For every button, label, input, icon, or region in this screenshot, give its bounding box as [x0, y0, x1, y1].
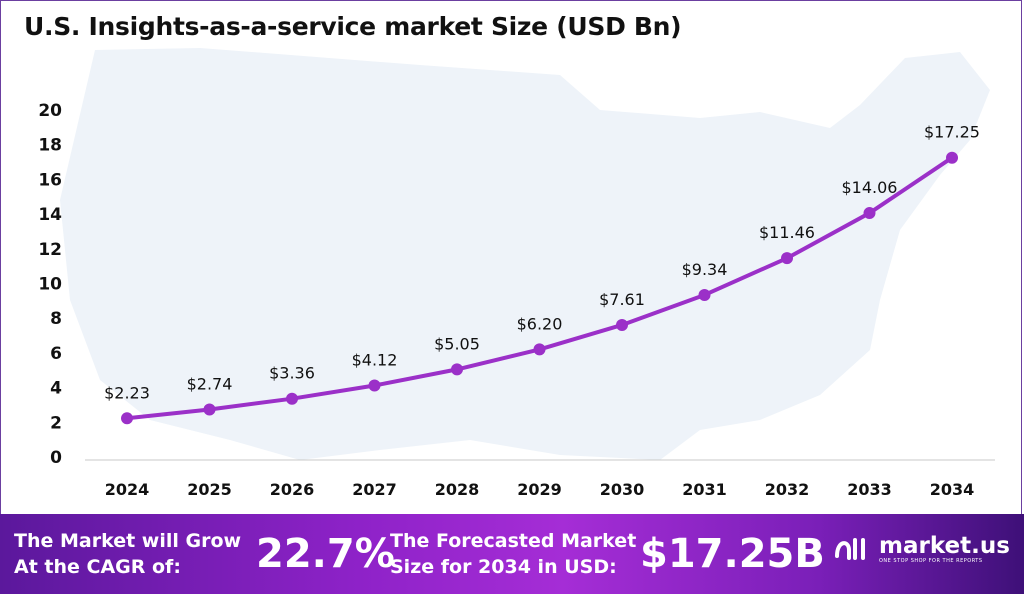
data-point: [863, 207, 876, 220]
y-tick-label: 14: [38, 205, 62, 225]
x-tick-label: 2032: [765, 480, 810, 499]
data-label: $14.06: [842, 178, 898, 197]
cagr-label: The Market will Grow At the CAGR of:: [14, 528, 241, 580]
x-tick-label: 2025: [187, 480, 232, 499]
x-tick-label: 2024: [105, 480, 150, 499]
x-tick-label: 2030: [600, 480, 645, 499]
x-tick-label: 2028: [435, 480, 480, 499]
x-tick-label: 2034: [930, 480, 975, 499]
forecast-label: The Forecasted Market Size for 2034 in U…: [390, 528, 636, 580]
line-chart: 0 2 4 6 8 10 12 14 16 18 20 2024 2025 2026 2027 2028 20…: [38, 48, 995, 499]
data-point: [451, 363, 463, 376]
y-tick-label: 4: [50, 379, 62, 399]
data-label: $2.74: [187, 374, 233, 393]
logo-mark-icon: [835, 538, 865, 560]
data-label: $11.46: [759, 223, 815, 242]
logo-text: market.us: [879, 533, 1010, 559]
data-label: $6.20: [517, 314, 563, 333]
data-label: $7.61: [599, 290, 645, 309]
data-label: $3.36: [269, 364, 315, 383]
chart-title: U.S. Insights-as-a-service market Size (…: [24, 12, 682, 41]
x-tick-label: 2027: [352, 480, 397, 499]
y-tick-label: 6: [50, 344, 62, 364]
data-point: [946, 151, 958, 164]
forecast-value: $17.25B: [640, 531, 825, 577]
cagr-label-line1: The Market will Grow: [14, 530, 242, 552]
data-label: $2.23: [104, 383, 150, 402]
y-tick-label: 8: [50, 309, 62, 329]
y-tick-label: 18: [38, 136, 62, 156]
cagr-label-line2: At the CAGR of:: [14, 556, 181, 578]
y-tick-label: 0: [50, 448, 62, 468]
x-tick-label: 2033: [847, 480, 892, 499]
data-point: [533, 343, 546, 356]
y-tick-label: 16: [38, 170, 62, 190]
y-tick-label: 20: [38, 101, 62, 121]
data-point: [286, 392, 298, 405]
data-label: $17.25: [924, 123, 980, 142]
us-map-background: [60, 48, 990, 460]
data-label: $9.34: [682, 260, 728, 279]
y-tick-label: 2: [50, 413, 62, 433]
logo-tagline: ONE STOP SHOP FOR THE REPORTS: [879, 558, 983, 564]
data-point: [368, 379, 381, 392]
data-point: [616, 318, 628, 331]
data-point: [781, 252, 793, 265]
market-us-logo: market.us ONE STOP SHOP FOR THE REPORTS: [833, 534, 1010, 564]
data-point: [121, 412, 133, 425]
y-tick-label: 10: [38, 275, 62, 295]
x-tick-label: 2031: [682, 480, 727, 499]
summary-banner: The Market will Grow At the CAGR of: 22.…: [0, 514, 1024, 594]
y-tick-label: 12: [38, 240, 62, 260]
forecast-label-line2: Size for 2034 in USD:: [390, 556, 617, 578]
data-label: $5.05: [434, 334, 480, 353]
cagr-value: 22.7%: [256, 531, 395, 577]
forecast-label-line1: The Forecasted Market: [390, 530, 637, 552]
data-label: $4.12: [352, 351, 398, 370]
data-point: [203, 403, 216, 416]
x-tick-label: 2029: [517, 480, 562, 499]
x-tick-label: 2026: [270, 480, 315, 499]
data-point: [698, 288, 711, 301]
